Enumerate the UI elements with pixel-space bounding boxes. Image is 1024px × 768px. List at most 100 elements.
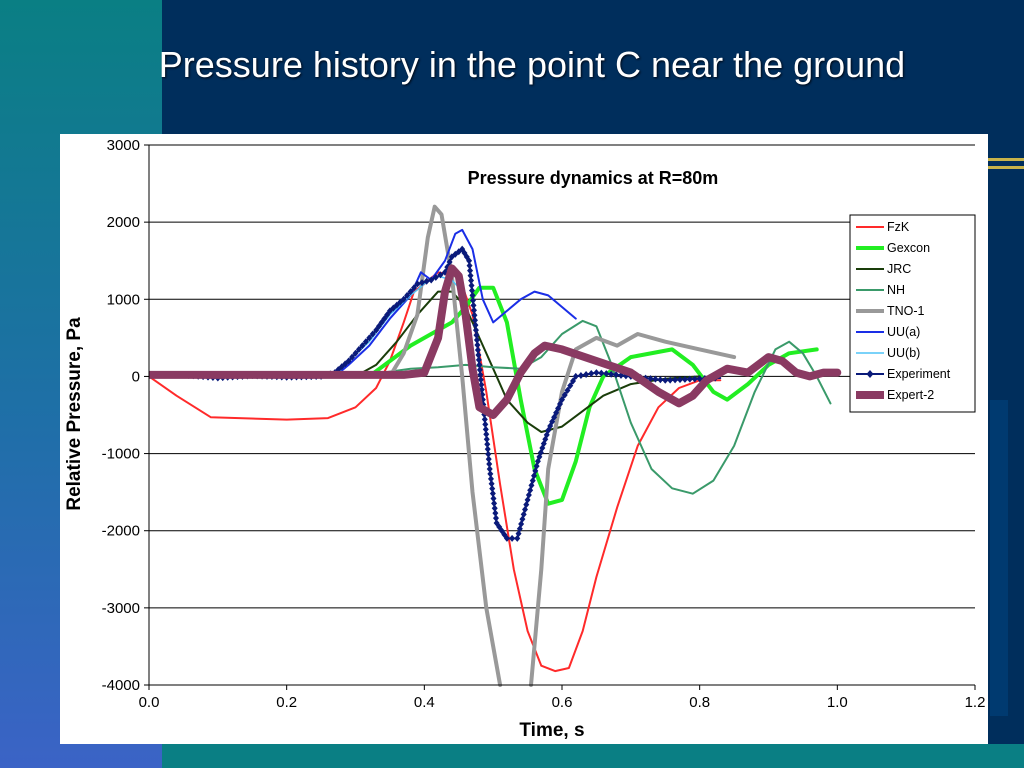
experiment-marker [471, 316, 478, 324]
series-line-experiment [149, 248, 722, 540]
series-line-fzk [149, 271, 722, 673]
experiment-marker [523, 501, 530, 509]
experiment-marker [481, 415, 488, 423]
legend-label: NH [887, 283, 905, 297]
experiment-marker [475, 351, 482, 359]
experiment-marker [472, 326, 479, 334]
y-tick-label: -3000 [102, 600, 140, 617]
x-tick-label: 0.2 [276, 694, 297, 711]
experiment-marker [489, 485, 496, 493]
experiment-marker [473, 331, 480, 339]
experiment-marker [503, 534, 510, 542]
legend-label: Gexcon [887, 241, 930, 255]
experiment-marker [483, 430, 490, 438]
experiment-marker [407, 288, 414, 296]
experiment-marker [469, 291, 476, 299]
y-tick-label: -4000 [102, 677, 140, 694]
experiment-marker [466, 257, 473, 265]
legend-label: UU(b) [887, 346, 920, 360]
experiment-marker [677, 376, 683, 384]
experiment-marker [472, 321, 479, 329]
experiment-marker [686, 375, 693, 383]
experiment-marker [486, 460, 493, 468]
experiment-marker [437, 271, 444, 279]
y-tick-label: 0 [132, 368, 140, 385]
legend-label: Expert-2 [887, 388, 934, 402]
experiment-marker [598, 369, 605, 377]
experiment-marker [400, 295, 407, 303]
legend-label: JRC [887, 262, 911, 276]
x-axis-title: Time, s [519, 720, 584, 741]
experiment-marker [516, 525, 523, 533]
experiment-marker [474, 346, 481, 354]
experiment-marker [489, 490, 496, 498]
experiment-marker [474, 341, 481, 349]
experiment-marker [564, 386, 571, 394]
experiment-marker [469, 286, 476, 294]
experiment-marker [519, 515, 526, 523]
x-tick-label: 0.8 [689, 694, 710, 711]
legend-marker [866, 370, 874, 378]
experiment-marker [608, 370, 615, 378]
experiment-marker [404, 291, 411, 299]
experiment-marker [484, 440, 491, 448]
experiment-marker [471, 311, 478, 319]
chart-container: 3000 2000 1000 0 -1000 -2000 -3000 -4000 0.0 0.2 0… [60, 134, 988, 744]
experiment-marker [482, 420, 489, 428]
experiment-marker [496, 523, 503, 531]
experiment-marker [478, 381, 485, 389]
experiment-marker [509, 534, 516, 542]
series-line-tno-1 [387, 204, 503, 687]
y-tick-label: 1000 [107, 291, 140, 308]
legend-label: FzK [887, 220, 910, 234]
experiment-marker [467, 272, 474, 280]
decorative-gold-line [988, 166, 1024, 169]
experiment-marker [567, 382, 574, 390]
experiment-marker [414, 280, 421, 288]
slide-title: Pressure history in the point C near the… [158, 44, 906, 85]
decorative-gold-line [988, 158, 1024, 161]
experiment-marker [478, 386, 485, 394]
x-tick-label: 0.6 [552, 694, 573, 711]
experiment-marker [466, 262, 473, 270]
x-tick-label: 1.2 [965, 694, 986, 711]
experiment-marker [492, 514, 499, 522]
experiment-marker [691, 375, 698, 383]
experiment-marker [485, 450, 492, 458]
experiment-marker [467, 267, 474, 275]
experiment-marker [484, 445, 491, 453]
experiment-marker [492, 509, 499, 517]
experiment-marker [652, 375, 659, 383]
experiment-marker [470, 296, 477, 304]
experiment-marker [468, 277, 475, 285]
experiment-marker [613, 371, 620, 379]
experiment-marker [338, 363, 345, 371]
experiment-marker [583, 371, 590, 378]
y-tick-label: -2000 [102, 523, 140, 540]
experiment-marker [477, 371, 484, 379]
experiment-marker [577, 371, 584, 379]
experiment-marker [381, 315, 388, 323]
experiment-marker [539, 444, 546, 452]
experiment-marker [476, 366, 483, 374]
series-line-expert-2 [149, 264, 842, 419]
legend-label: Experiment [887, 367, 951, 381]
experiment-marker [487, 475, 494, 483]
experiment-marker [384, 311, 391, 319]
experiment-marker [470, 301, 477, 309]
experiment-marker [423, 277, 430, 285]
experiment-marker [352, 349, 359, 357]
series-line-nh [354, 319, 832, 495]
y-axis-title: Relative Pressure, Pa [64, 317, 85, 511]
experiment-marker [570, 377, 577, 385]
series-line-gexcon [367, 285, 819, 506]
experiment-marker [378, 318, 385, 326]
experiment-marker [369, 330, 376, 338]
experiment-marker [672, 376, 679, 384]
background-right-bar [990, 400, 1008, 716]
experiment-marker [362, 338, 369, 346]
x-tick-label: 0.0 [139, 694, 160, 711]
experiment-marker [485, 455, 492, 463]
